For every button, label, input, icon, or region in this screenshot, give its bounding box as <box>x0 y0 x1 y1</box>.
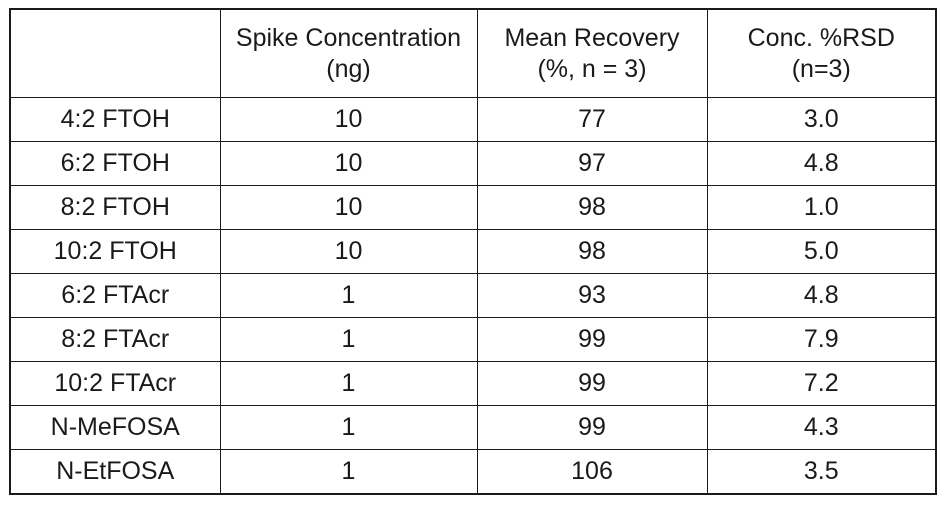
header-recovery-line1: Mean Recovery <box>504 23 680 52</box>
spike-cell: 10 <box>219 141 478 186</box>
recovery-cell: 98 <box>476 229 708 274</box>
compound-cell: 8:2 FTAcr <box>9 317 221 362</box>
compound-cell: 10:2 FTAcr <box>9 361 221 406</box>
table-row: N-EtFOSA 1 106 3.5 <box>9 449 937 495</box>
recovery-cell: 98 <box>476 185 708 230</box>
spike-cell: 1 <box>219 273 478 318</box>
spike-cell: 10 <box>219 97 478 142</box>
table-row: 8:2 FTOH 10 98 1.0 <box>9 185 937 230</box>
rsd-cell: 5.0 <box>706 229 937 274</box>
table-row: 8:2 FTAcr 1 99 7.9 <box>9 317 937 362</box>
header-rsd-line2: (n=3) <box>791 54 851 83</box>
rsd-cell: 7.2 <box>706 361 937 406</box>
table-row: 6:2 FTOH 10 97 4.8 <box>9 141 937 186</box>
rsd-cell: 4.8 <box>706 273 937 318</box>
header-spike-line1: Spike Concentration <box>235 23 462 52</box>
rsd-cell: 3.5 <box>706 449 937 495</box>
header-spike-concentration: Spike Concentration (ng) <box>219 8 478 98</box>
spike-cell: 1 <box>219 405 478 450</box>
table-row: 10:2 FTAcr 1 99 7.2 <box>9 361 937 406</box>
table-row: 4:2 FTOH 10 77 3.0 <box>9 97 937 142</box>
header-spike-line2: (ng) <box>326 54 371 83</box>
header-row: Spike Concentration (ng) Mean Recovery (… <box>9 8 937 98</box>
spike-cell: 10 <box>219 185 478 230</box>
spike-cell: 1 <box>219 317 478 362</box>
rsd-cell: 4.8 <box>706 141 937 186</box>
recovery-cell: 99 <box>476 405 708 450</box>
table-row: 6:2 FTAcr 1 93 4.8 <box>9 273 937 318</box>
rsd-cell: 3.0 <box>706 97 937 142</box>
header-compound-cell <box>9 8 221 98</box>
recovery-cell: 77 <box>476 97 708 142</box>
header-conc-rsd: Conc. %RSD (n=3) <box>706 8 937 98</box>
compound-cell: 6:2 FTOH <box>9 141 221 186</box>
recovery-table: Spike Concentration (ng) Mean Recovery (… <box>9 8 937 495</box>
recovery-cell: 93 <box>476 273 708 318</box>
recovery-cell: 106 <box>476 449 708 495</box>
rsd-cell: 4.3 <box>706 405 937 450</box>
table-row: N-MeFOSA 1 99 4.3 <box>9 405 937 450</box>
header-mean-recovery: Mean Recovery (%, n = 3) <box>476 8 708 98</box>
spike-cell: 1 <box>219 361 478 406</box>
compound-cell: 10:2 FTOH <box>9 229 221 274</box>
compound-cell: 8:2 FTOH <box>9 185 221 230</box>
rsd-cell: 1.0 <box>706 185 937 230</box>
spike-cell: 10 <box>219 229 478 274</box>
header-recovery-line2: (%, n = 3) <box>537 54 647 83</box>
recovery-cell: 97 <box>476 141 708 186</box>
compound-cell: N-MeFOSA <box>9 405 221 450</box>
recovery-cell: 99 <box>476 317 708 362</box>
rsd-cell: 7.9 <box>706 317 937 362</box>
compound-cell: N-EtFOSA <box>9 449 221 495</box>
recovery-cell: 99 <box>476 361 708 406</box>
spike-cell: 1 <box>219 449 478 495</box>
table-row: 10:2 FTOH 10 98 5.0 <box>9 229 937 274</box>
header-rsd-line1: Conc. %RSD <box>747 23 895 52</box>
compound-cell: 6:2 FTAcr <box>9 273 221 318</box>
compound-cell: 4:2 FTOH <box>9 97 221 142</box>
